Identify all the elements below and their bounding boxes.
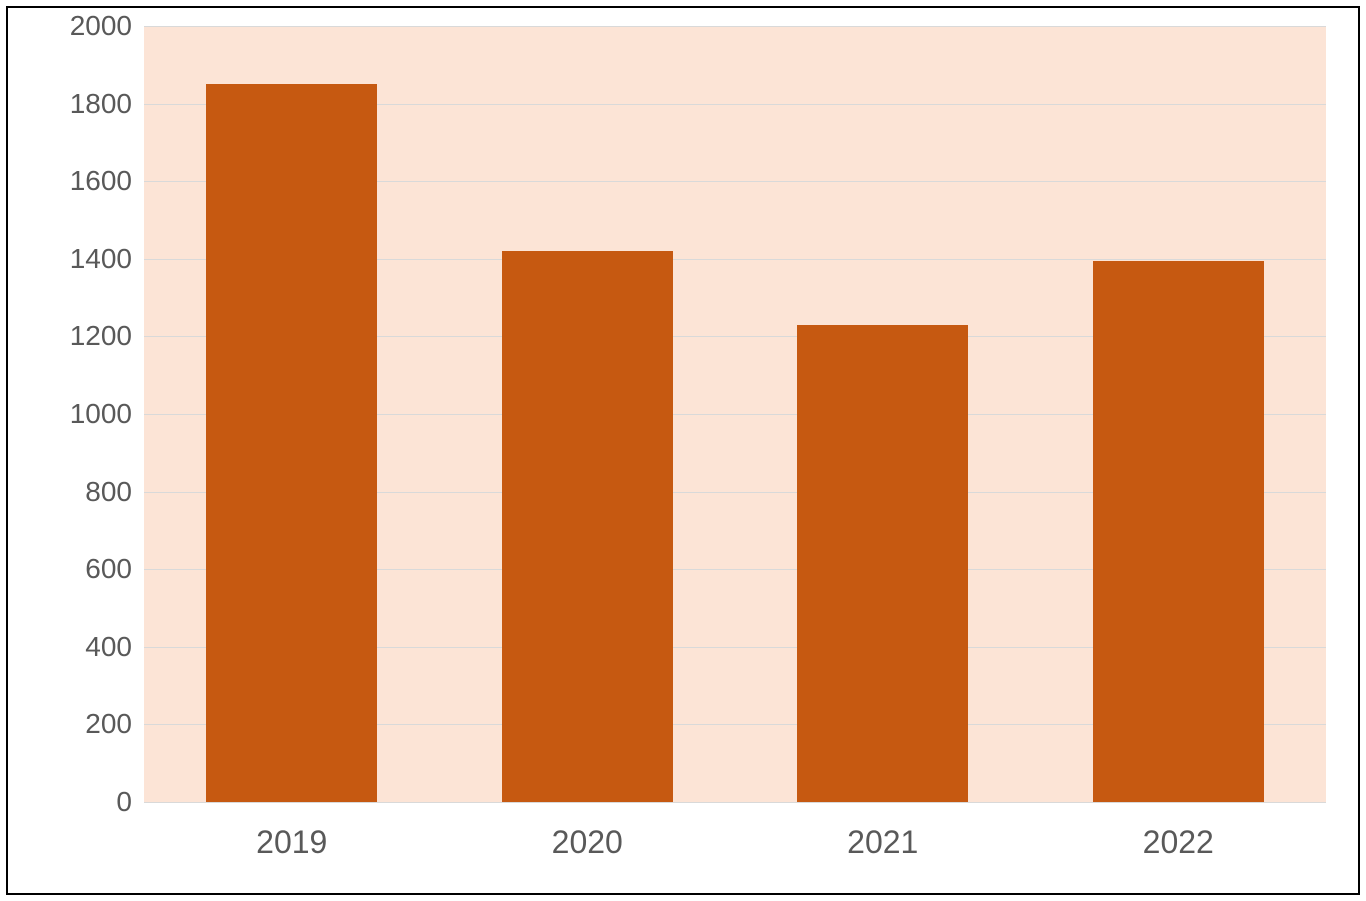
y-tick-label: 1400 [70,243,132,275]
x-tick-label: 2021 [847,824,918,861]
bar [1093,261,1264,802]
y-tick-label: 1800 [70,88,132,120]
y-tick-label: 1200 [70,320,132,352]
y-tick-label: 1600 [70,165,132,197]
bar [206,84,377,802]
x-tick-label: 2019 [256,824,327,861]
y-tick-label: 200 [85,708,132,740]
x-tick-label: 2022 [1143,824,1214,861]
bar [502,251,673,802]
y-tick-label: 1000 [70,398,132,430]
y-tick-label: 2000 [70,10,132,42]
x-tick-label: 2020 [552,824,623,861]
y-tick-label: 0 [116,786,132,818]
y-tick-label: 400 [85,631,132,663]
y-tick-label: 800 [85,476,132,508]
bar [797,325,968,802]
plot-area [144,26,1326,802]
y-tick-label: 600 [85,553,132,585]
grid-line [144,26,1326,27]
grid-line [144,802,1326,803]
